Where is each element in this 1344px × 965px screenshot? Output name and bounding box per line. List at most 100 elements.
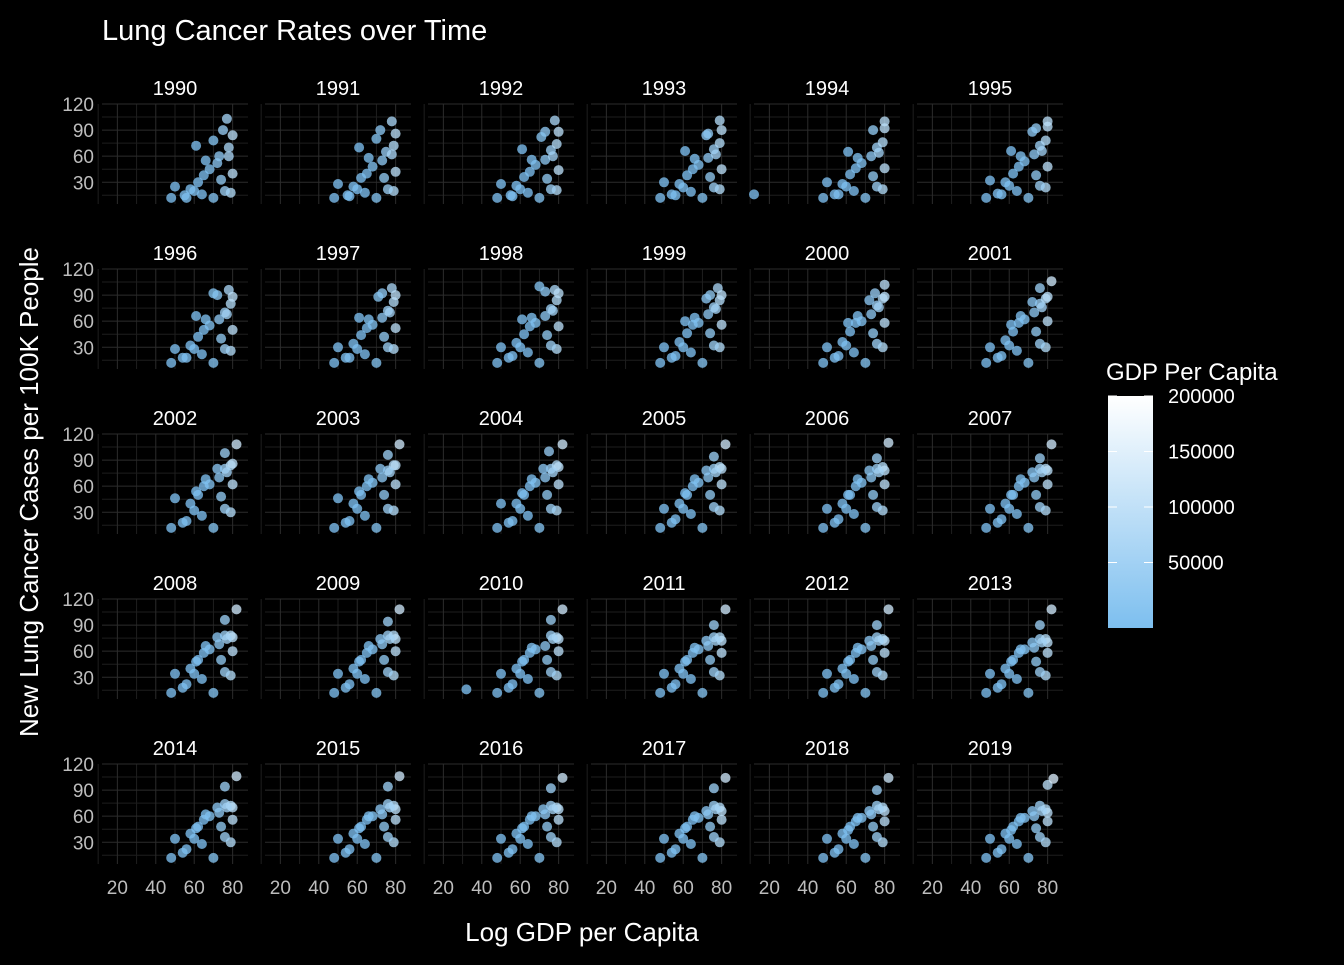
data-point <box>981 522 992 533</box>
data-point <box>1027 297 1038 307</box>
data-point <box>870 288 880 299</box>
data-point <box>678 833 689 844</box>
data-point <box>547 467 558 478</box>
data-point <box>379 331 390 342</box>
data-point <box>879 291 890 302</box>
data-point <box>231 604 242 615</box>
data-point <box>394 771 405 782</box>
data-point <box>1042 291 1053 302</box>
x-tick-label: 80 <box>222 878 243 899</box>
data-point <box>515 184 526 195</box>
data-point <box>219 614 230 625</box>
data-point <box>822 503 832 514</box>
data-point <box>390 646 401 657</box>
data-point <box>680 656 691 667</box>
data-point <box>833 679 844 690</box>
data-point <box>685 347 696 358</box>
data-point <box>181 192 192 203</box>
data-point <box>507 351 518 361</box>
data-point <box>701 806 712 816</box>
data-point <box>659 177 669 188</box>
data-point <box>208 192 219 203</box>
data-point <box>375 463 386 474</box>
data-point <box>1006 489 1017 500</box>
data-point <box>708 620 719 631</box>
data-point <box>981 192 992 203</box>
data-point <box>181 516 192 526</box>
data-point <box>873 147 884 158</box>
data-point <box>344 516 355 526</box>
legend-colorbar <box>1108 396 1153 628</box>
data-point <box>1011 509 1022 519</box>
data-point <box>212 158 223 169</box>
data-point <box>352 344 363 354</box>
x-tick-label: 80 <box>711 878 732 899</box>
data-point <box>852 812 863 823</box>
data-point <box>985 833 995 844</box>
data-point <box>492 852 503 863</box>
data-point <box>196 674 207 684</box>
data-point <box>519 329 530 340</box>
data-point <box>1029 307 1040 318</box>
facet-label: 2005 <box>642 408 687 430</box>
data-point <box>866 151 877 162</box>
legend-tick-label: 50000 <box>1168 553 1224 575</box>
data-point <box>873 467 884 478</box>
points <box>981 773 1059 863</box>
data-point <box>382 449 393 460</box>
data-point <box>507 844 518 855</box>
data-point <box>553 479 564 490</box>
data-point <box>191 823 202 834</box>
panel-2011: 2011 <box>586 573 737 699</box>
data-point <box>1015 644 1026 655</box>
data-point <box>545 832 556 842</box>
facet-label: 1998 <box>479 243 524 265</box>
data-point <box>841 503 852 514</box>
data-point <box>193 331 204 342</box>
data-point <box>689 642 700 653</box>
data-point <box>227 479 238 490</box>
grid-major <box>265 433 411 534</box>
data-point <box>1006 319 1017 330</box>
data-point <box>1036 302 1047 313</box>
facet-label: 1994 <box>805 78 850 100</box>
data-point <box>708 783 719 794</box>
facet-label: 1993 <box>642 78 687 100</box>
data-point <box>344 191 355 202</box>
data-point <box>352 184 363 195</box>
data-point <box>871 502 882 512</box>
data-point <box>689 474 700 485</box>
y-tick-label: 90 <box>73 451 94 472</box>
data-point <box>1042 816 1053 827</box>
data-point <box>538 463 549 474</box>
panel-2017: 2017 20 40 60 80 <box>586 738 737 899</box>
points <box>329 439 405 533</box>
points <box>818 279 890 368</box>
data-point <box>1027 806 1038 816</box>
data-point <box>166 852 177 863</box>
points <box>818 772 894 863</box>
data-point <box>200 314 211 325</box>
facet-label: 1999 <box>642 243 687 265</box>
facet-label: 1997 <box>316 243 361 265</box>
data-point <box>390 166 401 177</box>
data-point <box>170 668 180 679</box>
data-point <box>852 642 863 653</box>
panel-2012: 2012 <box>749 573 900 699</box>
points <box>166 439 242 533</box>
data-point <box>1027 637 1038 648</box>
data-point <box>231 771 242 782</box>
data-point <box>557 439 568 450</box>
x-tick-label: 80 <box>548 878 569 899</box>
y-tick-label: 30 <box>73 503 94 524</box>
data-point <box>524 166 535 177</box>
data-point <box>710 149 721 160</box>
data-point <box>1011 839 1022 849</box>
panel-2007: 2007 <box>912 408 1063 534</box>
data-point <box>1015 151 1026 162</box>
data-point <box>981 852 992 863</box>
data-point <box>833 514 844 525</box>
data-point <box>223 151 234 162</box>
data-point <box>352 503 363 514</box>
